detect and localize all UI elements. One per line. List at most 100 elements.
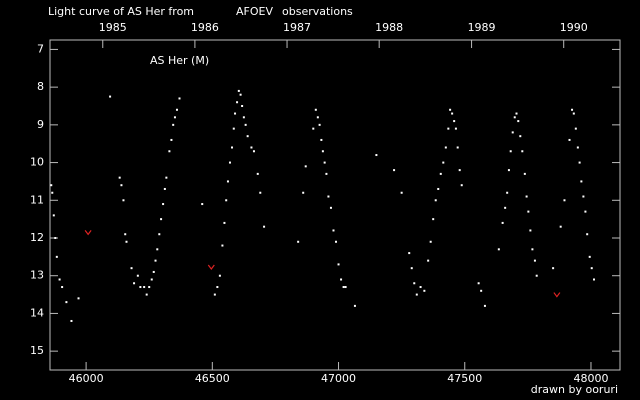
chart-title: Light curve of AS Her from <box>48 5 194 18</box>
observation <box>122 199 125 202</box>
x2-tick-label: 1990 <box>560 21 588 34</box>
x-tick-label: 47000 <box>321 372 356 385</box>
observation <box>497 248 500 251</box>
observation <box>302 191 305 194</box>
observation <box>588 255 591 258</box>
observation <box>586 233 589 236</box>
observation <box>160 218 163 221</box>
observation <box>515 112 518 115</box>
observation <box>552 267 555 270</box>
observation <box>344 286 347 289</box>
observation <box>563 199 566 202</box>
observation <box>124 233 127 236</box>
observation <box>507 169 510 172</box>
observation <box>521 150 524 153</box>
observation <box>77 297 80 300</box>
observation <box>244 123 247 126</box>
observation <box>175 108 178 111</box>
observation <box>234 112 237 115</box>
observation <box>337 263 340 266</box>
observation <box>172 123 175 126</box>
observation <box>400 191 403 194</box>
observation <box>529 229 532 232</box>
observation <box>154 259 157 262</box>
observation <box>525 195 528 198</box>
x2-tick-label: 1988 <box>375 21 403 34</box>
observation <box>342 286 345 289</box>
observation <box>580 180 583 183</box>
observation <box>584 210 587 213</box>
upper-limit <box>84 229 92 236</box>
observation <box>223 221 226 224</box>
observation <box>213 293 216 296</box>
observation <box>434 199 437 202</box>
observation <box>427 259 430 262</box>
observation <box>139 286 142 289</box>
x-tick-label: 47500 <box>447 372 482 385</box>
y-tick-label: 9 <box>37 118 44 131</box>
observation <box>506 191 509 194</box>
observation <box>571 108 574 111</box>
observation <box>572 112 575 115</box>
observation <box>527 210 530 213</box>
observation <box>143 286 146 289</box>
annotation: AS Her (M) <box>150 54 209 67</box>
observation <box>236 101 239 104</box>
observation <box>444 146 447 149</box>
observation <box>327 195 330 198</box>
observation <box>120 184 123 187</box>
observation <box>320 138 323 141</box>
observation <box>419 286 422 289</box>
observation <box>413 282 416 285</box>
observation <box>375 154 378 157</box>
observation <box>239 93 242 96</box>
x2-tick-label: 1989 <box>468 21 496 34</box>
observation <box>535 274 538 277</box>
plot-frame <box>49 39 621 371</box>
observation <box>453 120 456 123</box>
observation <box>259 191 262 194</box>
observation <box>168 150 171 153</box>
observation <box>576 146 579 149</box>
observation <box>523 172 526 175</box>
observation <box>582 195 585 198</box>
y-tick-label: 11 <box>30 193 44 206</box>
observation <box>225 199 228 202</box>
observation <box>408 252 411 255</box>
observation <box>241 105 244 107</box>
observation <box>125 240 128 243</box>
observation <box>533 259 536 262</box>
y-tick-label: 15 <box>30 344 44 357</box>
observation <box>148 286 151 289</box>
observation <box>511 131 514 134</box>
observation <box>415 293 418 296</box>
observation <box>480 289 483 292</box>
upper-limit <box>207 264 215 271</box>
observation <box>237 89 240 92</box>
x2-tick-label: 1987 <box>283 21 311 34</box>
observation <box>509 150 512 153</box>
observation <box>451 112 454 115</box>
x2-tick-label: 1985 <box>99 21 127 34</box>
observation <box>136 274 139 277</box>
observation <box>501 221 504 224</box>
observation <box>55 255 58 258</box>
observation <box>393 169 396 172</box>
observation <box>454 127 457 130</box>
observation <box>456 146 459 149</box>
observation <box>70 319 73 322</box>
observation <box>477 282 480 285</box>
observation <box>325 172 328 175</box>
observation <box>58 278 61 281</box>
observation <box>228 161 231 164</box>
observation <box>423 289 426 292</box>
observation <box>314 108 317 111</box>
observation <box>483 304 486 307</box>
y-tick-label: 10 <box>30 156 44 169</box>
observation <box>170 138 173 141</box>
observation <box>173 116 176 119</box>
observation <box>429 240 432 243</box>
observation <box>221 244 224 247</box>
